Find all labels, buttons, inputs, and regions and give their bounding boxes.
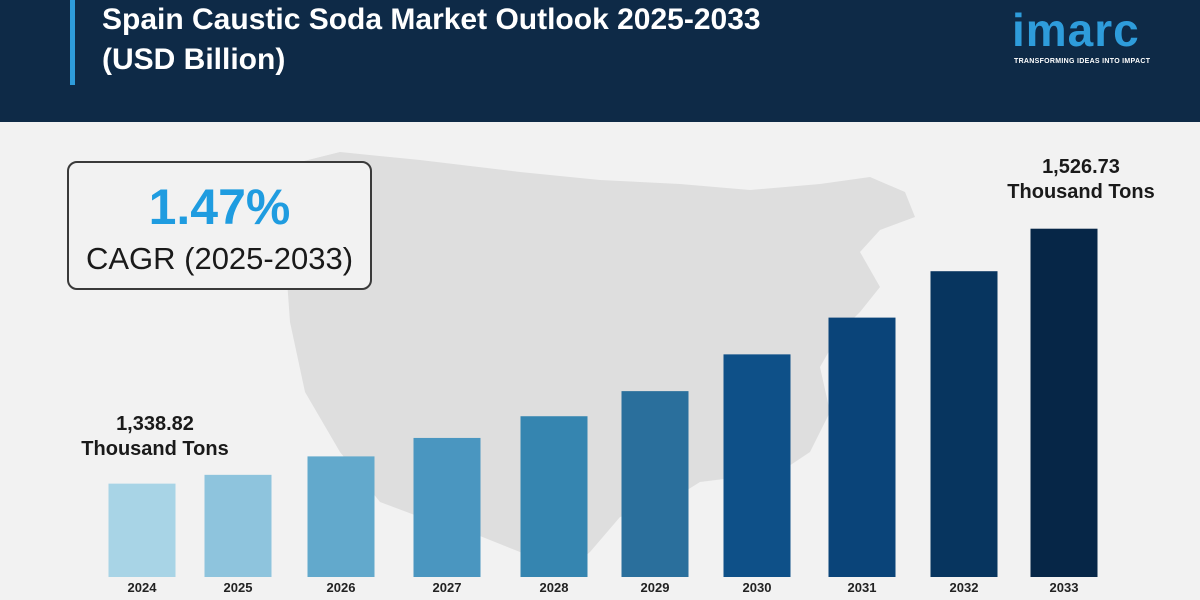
header-banner: Spain Caustic Soda Market Outlook 2025-2… bbox=[0, 0, 1200, 122]
bar-2031 bbox=[828, 317, 896, 577]
bar-2027 bbox=[413, 437, 481, 577]
bar-2024 bbox=[108, 483, 176, 577]
x-tick-2033: 2033 bbox=[1050, 580, 1079, 595]
bar-2029 bbox=[621, 391, 689, 577]
chart-title: Spain Caustic Soda Market Outlook 2025-2… bbox=[102, 3, 761, 76]
annotation-2033-unit: Thousand Tons bbox=[1007, 181, 1155, 203]
x-tick-2032: 2032 bbox=[950, 580, 979, 595]
x-tick-2029: 2029 bbox=[641, 580, 670, 595]
x-tick-2026: 2026 bbox=[327, 580, 356, 595]
annotation-2024-unit: Thousand Tons bbox=[81, 438, 229, 460]
bar-2025 bbox=[204, 474, 272, 577]
annotation-2033: 1,526.73 Thousand Tons bbox=[996, 155, 1166, 205]
annotation-2024: 1,338.82 Thousand Tons bbox=[75, 412, 235, 462]
bar-2033 bbox=[1030, 228, 1098, 577]
bar-2030 bbox=[723, 354, 791, 577]
header-accent-bar bbox=[70, 0, 75, 85]
logo-wordmark: imarc bbox=[1012, 4, 1140, 56]
x-tick-labels: 2024 2025 2026 2027 2028 2029 2030 2031 2032 2033 bbox=[128, 580, 1079, 595]
annotation-2033-value: 1,526.73 bbox=[1042, 156, 1120, 178]
imarc-logo: imarc TRANSFORMING IDEAS INTO IMPACT bbox=[1012, 2, 1162, 72]
cagr-card: 1.47% CAGR (2025-2033) bbox=[67, 161, 372, 290]
cagr-value: 1.47% bbox=[148, 179, 291, 235]
x-tick-2028: 2028 bbox=[540, 580, 569, 595]
x-tick-2030: 2030 bbox=[743, 580, 772, 595]
x-tick-2025: 2025 bbox=[224, 580, 253, 595]
bar-2028 bbox=[520, 416, 588, 577]
x-tick-2024: 2024 bbox=[128, 580, 158, 595]
annotation-2024-value: 1,338.82 bbox=[116, 413, 194, 435]
bar-2032 bbox=[930, 271, 998, 577]
bar-group bbox=[108, 228, 1098, 577]
cagr-label: CAGR (2025-2033) bbox=[85, 241, 354, 276]
x-tick-2027: 2027 bbox=[433, 580, 462, 595]
bar-2026 bbox=[307, 456, 375, 577]
x-tick-2031: 2031 bbox=[848, 580, 877, 595]
logo-tagline: TRANSFORMING IDEAS INTO IMPACT bbox=[1014, 58, 1151, 65]
